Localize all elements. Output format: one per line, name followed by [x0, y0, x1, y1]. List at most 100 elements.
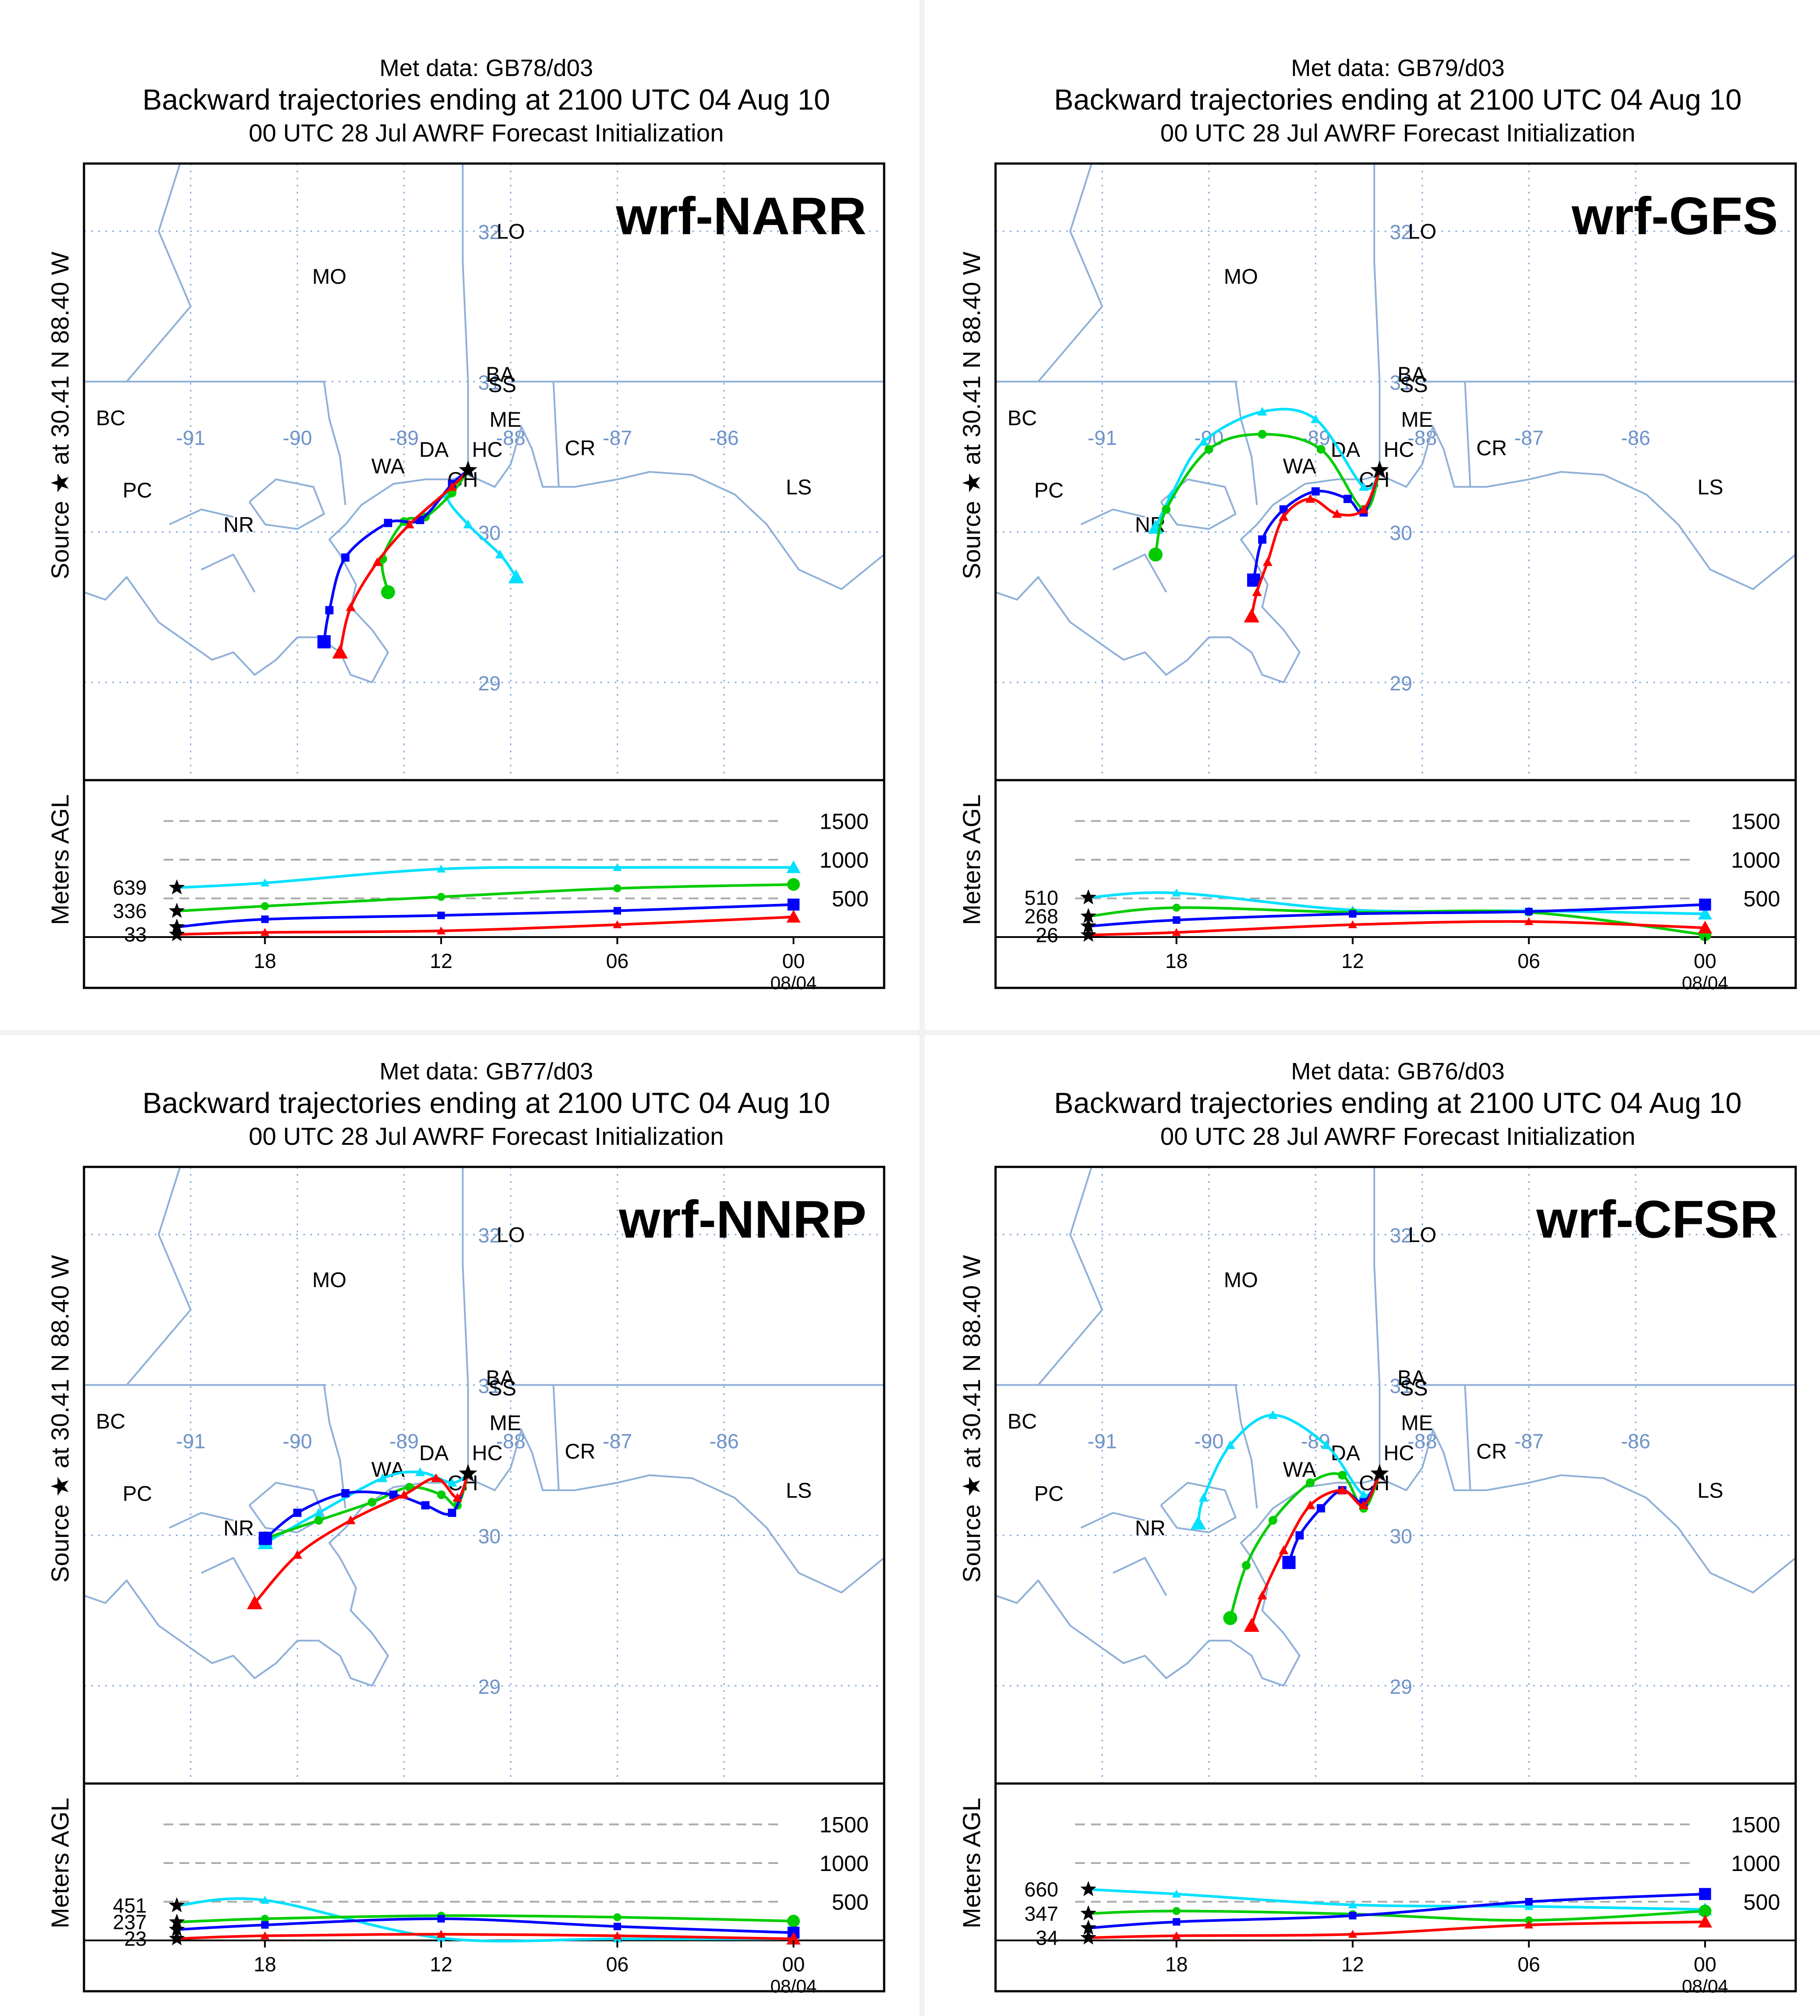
- lon-label: -87: [603, 1429, 632, 1452]
- lon-label: -89: [389, 426, 419, 449]
- trajectory-marker-red: [247, 1595, 263, 1609]
- height-marker-blue: [437, 1915, 445, 1923]
- place-label: HC: [1384, 438, 1414, 461]
- start-star-icon: [1080, 1929, 1097, 1945]
- lon-label: -86: [1621, 426, 1650, 449]
- time-tick-label: 18: [1165, 1953, 1188, 1976]
- coastline: [84, 1427, 884, 1687]
- lat-label: 32: [1389, 1224, 1412, 1247]
- height-marker-green: [787, 1914, 800, 1928]
- place-label: LO: [1408, 1223, 1436, 1247]
- trajectory-marker-blue: [1295, 1531, 1304, 1540]
- start-height-label: 33: [124, 923, 147, 946]
- place-label: SS: [488, 1377, 516, 1400]
- state-boundary: [84, 381, 347, 505]
- trajectory-marker-red: [1257, 1590, 1267, 1600]
- trajectory-marker-cyan: [1190, 1515, 1206, 1530]
- start-height-label: 23: [124, 1927, 147, 1950]
- state-boundary: [1373, 1167, 1381, 1475]
- height-marker-red: [613, 920, 622, 928]
- place-label: LO: [496, 1223, 525, 1247]
- height-marker-green: [1172, 1907, 1181, 1915]
- time-tick-label: 06: [1518, 949, 1540, 972]
- place-label: BC: [96, 1410, 126, 1433]
- height-tick-label: 1000: [1731, 1851, 1780, 1876]
- time-tick-label: 00: [1694, 1953, 1716, 1976]
- height-tick-label: 1000: [820, 1851, 869, 1876]
- coastline: [201, 1557, 256, 1596]
- height-tick-label: 1500: [1731, 1813, 1780, 1837]
- place-label: MO: [1224, 265, 1258, 289]
- place-label: CR: [1477, 437, 1507, 460]
- time-tick-label: 00: [782, 949, 805, 972]
- height-marker-red: [1524, 917, 1534, 925]
- height-series-blue: [1088, 1893, 1706, 1929]
- met-data-title: Met data: GB76/d03: [1291, 1058, 1504, 1085]
- height-tick-label: 1500: [820, 809, 869, 834]
- height-marker-cyan: [260, 1896, 270, 1904]
- coastline: [1112, 1557, 1167, 1596]
- lon-label: -91: [1087, 426, 1117, 449]
- place-label: LS: [1698, 1479, 1724, 1503]
- state-boundary: [996, 1384, 1258, 1509]
- trajectory-marker-green: [381, 585, 395, 599]
- time-tick-label: 12: [430, 1953, 452, 1976]
- place-label: ME: [489, 1411, 521, 1435]
- trajectory-marker-cyan: [1321, 1440, 1332, 1449]
- coastline: [996, 424, 1796, 684]
- coastline: [248, 478, 325, 530]
- trajectory-marker-cyan: [1358, 482, 1369, 491]
- coastline: [1080, 508, 1145, 526]
- start-height-label: 237: [113, 1911, 147, 1934]
- trajectory-marker-blue: [341, 1489, 350, 1498]
- height-marker-red: [1524, 1921, 1534, 1928]
- place-label: PC: [1034, 479, 1064, 502]
- trajectory-marker-cyan: [1358, 1490, 1369, 1499]
- trajectory-marker-red: [399, 1490, 409, 1499]
- start-height-label: 34: [1036, 1926, 1058, 1949]
- height-marker-cyan: [1172, 888, 1181, 897]
- height-marker-red: [260, 928, 270, 936]
- height-marker-red: [1172, 928, 1181, 936]
- trajectory-marker-red: [1305, 1500, 1315, 1509]
- lon-label: -91: [1087, 1429, 1117, 1452]
- time-tick-label: 12: [1341, 949, 1364, 972]
- trajectory-marker-red: [346, 602, 356, 611]
- place-label: LS: [786, 476, 812, 499]
- trajectory-marker-green: [1223, 1611, 1237, 1625]
- start-star-icon: [1080, 889, 1097, 905]
- place-label: NR: [1135, 1517, 1165, 1540]
- height-marker-red: [786, 910, 801, 923]
- coastline: [1080, 1512, 1145, 1529]
- state-boundary: [1464, 381, 1471, 487]
- source-star-icon: [1370, 461, 1389, 478]
- height-marker-red: [436, 926, 446, 934]
- trajectory-marker-blue: [341, 553, 350, 562]
- date-label: 08/04: [1682, 1976, 1728, 1997]
- source-star-icon: [1370, 1464, 1389, 1482]
- place-label: HC: [472, 438, 503, 461]
- time-tick-label: 18: [1165, 949, 1188, 972]
- lat-label: 30: [1389, 522, 1412, 545]
- height-series-cyan: [1088, 1888, 1706, 1911]
- lat-label: 31: [478, 1374, 500, 1397]
- time-tick-label: 18: [254, 1953, 276, 1976]
- place-label: NR: [223, 514, 254, 537]
- trajectory-marker-red: [1332, 509, 1342, 518]
- time-tick-label: 06: [1518, 1953, 1540, 1976]
- place-label: WA: [371, 455, 405, 478]
- place-label: SS: [488, 373, 516, 397]
- source-label: Source ★ at 30.41 N 88.40 W: [958, 1255, 985, 1582]
- place-label: BA: [1397, 1366, 1426, 1390]
- trajectory-marker-blue: [421, 1501, 430, 1509]
- trajectory-marker-red: [1244, 1618, 1259, 1632]
- trajectory-marker-blue: [325, 606, 334, 614]
- trajectory-marker-green: [1316, 445, 1325, 454]
- place-label: NR: [223, 1517, 254, 1540]
- trajectory-marker-red: [1278, 1545, 1289, 1555]
- lon-label: -87: [1514, 426, 1543, 449]
